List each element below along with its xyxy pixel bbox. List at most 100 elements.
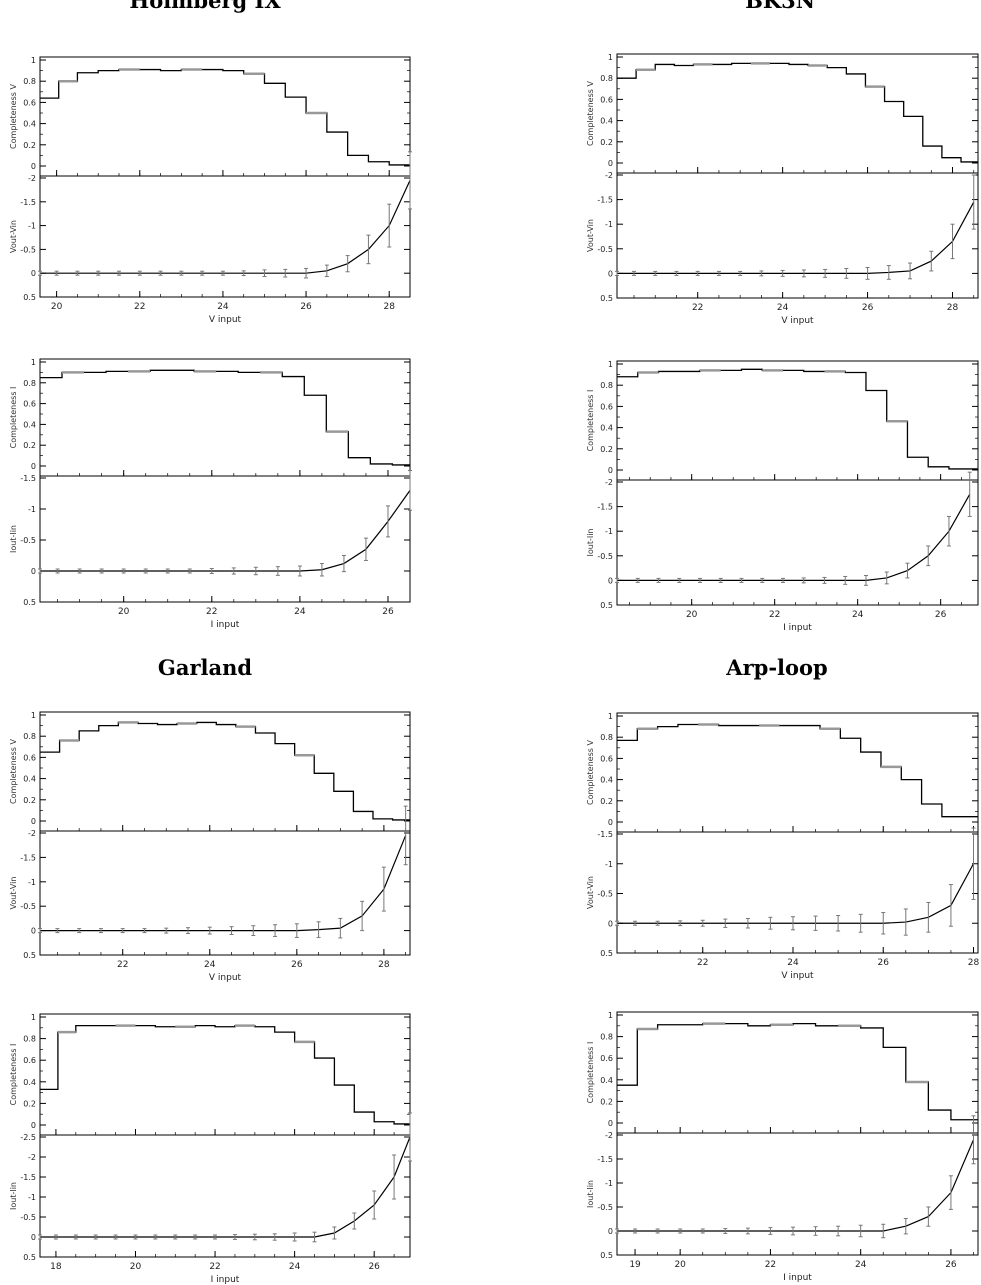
y-tick-label: 0.6 <box>600 1054 613 1063</box>
chart-bk3n-i: 20 22 24 26 I input 0 0.2 0.4 0.6 0.8 1 Completenes… <box>586 360 979 633</box>
y-axis-label: Completeness I <box>9 1044 18 1106</box>
y-axis-label: Completeness V <box>9 84 18 149</box>
x-tick-label: 20 <box>118 607 130 617</box>
x-tick-label: 26 <box>878 958 890 968</box>
x-tick-label: 24 <box>787 958 799 968</box>
y-tick-label: 0.2 <box>23 1099 36 1108</box>
chart-arp-loop-i: 19 20 22 24 26 I input 0 0.2 0.4 0.6 0.8 1 Completen… <box>586 1011 979 1283</box>
y-tick-label: 0.2 <box>23 441 36 450</box>
y-tick-label: -0.5 <box>20 536 36 545</box>
x-tick-label: 26 <box>300 302 312 312</box>
y-tick-label: 0 <box>608 818 613 827</box>
x-tick-label: 22 <box>134 302 145 312</box>
y-tick-label: -0.5 <box>597 890 613 899</box>
y-tick-label: -1.5 <box>20 1173 36 1182</box>
title-arp-loop: Arp-loop <box>726 655 828 680</box>
y-tick-label: -1.5 <box>20 198 36 207</box>
y-tick-label: 0.8 <box>23 732 36 741</box>
y-tick-label: 0.6 <box>600 95 613 104</box>
difference-line <box>40 490 411 572</box>
y-tick-label: 1 <box>608 360 613 369</box>
y-tick-label: 0.6 <box>23 400 36 409</box>
y-tick-label: 0 <box>608 1227 613 1236</box>
y-tick-label: 0 <box>31 462 36 471</box>
difference-frame <box>39 475 411 603</box>
y-tick-label: 0 <box>608 576 613 585</box>
y-axis-label: Completeness V <box>586 740 595 805</box>
difference-frame <box>39 175 411 298</box>
y-tick-label: -0.5 <box>597 1203 613 1212</box>
x-tick-label: 24 <box>204 960 216 970</box>
y-tick-label: 0.5 <box>600 601 613 610</box>
completeness-frame <box>616 712 979 833</box>
x-tick-label: 22 <box>692 303 703 313</box>
x-tick-label: 26 <box>382 607 394 617</box>
y-tick-label: 1 <box>608 712 613 721</box>
y-tick-label: 0 <box>608 269 613 278</box>
y-axis-label: Completeness I <box>586 1042 595 1104</box>
x-axis-label: V input <box>209 973 242 983</box>
y-tick-label: -2.5 <box>20 1133 36 1142</box>
y-tick-label: 0.5 <box>600 1251 613 1260</box>
y-axis-label: Iout-Iin <box>586 529 595 557</box>
y-tick-label: 0 <box>608 466 613 475</box>
y-tick-label: -1 <box>605 860 613 869</box>
y-axis-label: Completeness I <box>586 390 595 452</box>
y-tick-label: 0.4 <box>600 424 613 433</box>
y-tick-label: 0.5 <box>23 1253 36 1262</box>
completeness-frame <box>39 1013 411 1136</box>
difference-frame <box>616 1132 979 1256</box>
y-tick-label: 0.2 <box>600 138 613 147</box>
completeness-frame <box>616 1011 979 1134</box>
x-tick-label: 26 <box>291 960 303 970</box>
x-axis-label: V input <box>781 316 814 326</box>
y-tick-label: 0.4 <box>23 1078 36 1087</box>
y-tick-label: 0.4 <box>600 776 613 785</box>
y-tick-label: -1 <box>28 1193 36 1202</box>
y-axis-label: Vout-Vin <box>586 219 595 252</box>
title-garland: Garland <box>157 655 253 680</box>
x-tick-label: 20 <box>686 610 698 620</box>
y-tick-label: -1 <box>28 222 36 231</box>
x-tick-label: 24 <box>217 302 229 312</box>
chart-holmberg-ix-v: 20 22 24 26 28 V input 0 0.2 0.4 0.6 0.8 1 Completen… <box>9 56 412 325</box>
y-axis-label: Iout-Iin <box>9 1182 18 1210</box>
y-tick-label: 0.6 <box>23 98 36 107</box>
x-tick-label: 26 <box>368 1262 380 1272</box>
y-tick-label: 0.2 <box>600 1097 613 1106</box>
completeness-frame <box>39 56 411 177</box>
y-tick-label: 0.2 <box>23 796 36 805</box>
y-tick-label: 1 <box>608 53 613 62</box>
x-tick-label: 26 <box>862 303 874 313</box>
completeness-step-line <box>617 1022 978 1121</box>
y-tick-label: -1 <box>28 878 36 887</box>
x-tick-label: 20 <box>130 1262 142 1272</box>
y-tick-label: -1.5 <box>20 853 36 862</box>
y-tick-label: 0.2 <box>600 445 613 454</box>
title-bk3n: BK3N <box>745 0 815 13</box>
y-tick-label: 0.5 <box>600 294 613 303</box>
y-tick-label: 0.8 <box>23 1035 36 1044</box>
completeness-step-line <box>40 1024 410 1125</box>
y-tick-label: -2 <box>605 1131 613 1140</box>
y-tick-label: 0.8 <box>23 379 36 388</box>
x-tick-label: 28 <box>383 302 395 312</box>
y-tick-label: 0.5 <box>23 293 36 302</box>
x-axis-label: I input <box>211 620 240 630</box>
y-axis-label: Vout-Vin <box>9 220 18 253</box>
y-tick-label: -1.5 <box>20 474 36 483</box>
y-tick-label: -0.5 <box>20 902 36 911</box>
y-tick-label: 0 <box>31 1233 36 1242</box>
y-tick-label: 0.8 <box>600 733 613 742</box>
y-tick-label: 0.5 <box>23 598 36 607</box>
y-tick-label: -2 <box>605 171 613 180</box>
y-tick-label: 0.5 <box>23 951 36 960</box>
completeness-step-line <box>40 68 410 166</box>
x-tick-label: 22 <box>697 958 708 968</box>
completeness-step-line <box>617 62 978 163</box>
chart-garland-v: 22 24 26 28 V input 0 0.2 0.4 0.6 0.8 1 Completenes… <box>9 711 411 983</box>
x-tick-label: 20 <box>674 1260 686 1270</box>
chart-holmberg-ix-i: 20 22 24 26 I input 0 0.2 0.4 0.6 0.8 1 Completenes… <box>9 358 412 630</box>
x-axis-label: V input <box>781 971 814 981</box>
